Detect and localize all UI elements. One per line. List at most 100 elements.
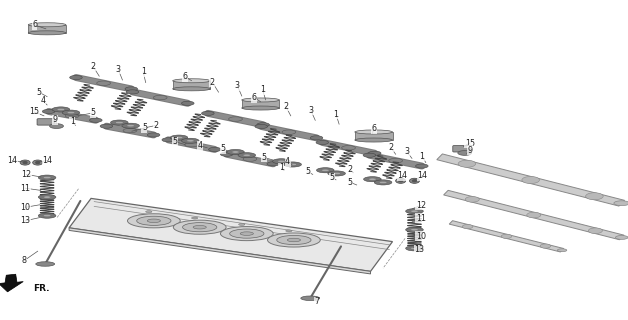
Ellipse shape xyxy=(50,124,63,129)
Text: 2: 2 xyxy=(90,62,95,71)
Text: 9: 9 xyxy=(467,146,472,155)
Ellipse shape xyxy=(43,214,51,217)
Ellipse shape xyxy=(406,227,423,232)
Text: 5: 5 xyxy=(36,88,41,97)
Text: 6: 6 xyxy=(32,20,37,29)
Bar xyxy=(28,25,66,33)
Ellipse shape xyxy=(588,228,602,234)
Ellipse shape xyxy=(243,154,251,156)
Text: 2: 2 xyxy=(388,143,393,152)
Text: 5: 5 xyxy=(172,137,177,146)
Ellipse shape xyxy=(148,133,160,137)
Ellipse shape xyxy=(411,210,418,212)
Ellipse shape xyxy=(257,123,269,127)
Ellipse shape xyxy=(38,213,56,218)
Ellipse shape xyxy=(57,108,65,111)
Ellipse shape xyxy=(267,162,279,166)
Ellipse shape xyxy=(369,178,376,180)
Ellipse shape xyxy=(342,146,355,150)
Text: 3: 3 xyxy=(235,81,240,90)
Ellipse shape xyxy=(28,31,66,35)
Ellipse shape xyxy=(127,214,180,228)
Ellipse shape xyxy=(28,23,66,27)
Text: 6: 6 xyxy=(183,72,188,81)
Text: 3: 3 xyxy=(116,65,121,74)
Ellipse shape xyxy=(322,169,329,172)
Text: 5: 5 xyxy=(90,108,95,117)
Ellipse shape xyxy=(355,138,392,142)
Ellipse shape xyxy=(185,142,198,147)
Ellipse shape xyxy=(62,110,80,115)
Ellipse shape xyxy=(147,219,161,223)
Ellipse shape xyxy=(288,238,301,242)
Ellipse shape xyxy=(122,123,139,128)
Ellipse shape xyxy=(173,79,210,83)
Ellipse shape xyxy=(208,147,221,151)
Ellipse shape xyxy=(355,130,392,134)
Ellipse shape xyxy=(65,114,79,118)
Ellipse shape xyxy=(277,236,311,244)
Text: 3: 3 xyxy=(308,106,313,115)
Ellipse shape xyxy=(369,151,381,155)
Ellipse shape xyxy=(173,220,226,234)
Text: 4: 4 xyxy=(40,96,45,105)
Ellipse shape xyxy=(465,196,479,202)
Text: 2: 2 xyxy=(210,78,215,87)
Ellipse shape xyxy=(38,175,56,180)
Ellipse shape xyxy=(458,150,472,155)
Text: 15: 15 xyxy=(465,139,475,148)
Text: 2: 2 xyxy=(153,121,158,130)
Text: 13: 13 xyxy=(414,245,425,254)
Ellipse shape xyxy=(183,223,217,232)
Ellipse shape xyxy=(615,236,628,239)
Ellipse shape xyxy=(284,162,301,167)
Ellipse shape xyxy=(220,227,273,241)
Ellipse shape xyxy=(36,262,55,266)
Ellipse shape xyxy=(227,149,244,155)
Polygon shape xyxy=(0,274,23,292)
Circle shape xyxy=(396,178,406,183)
Ellipse shape xyxy=(181,138,199,143)
Text: 5: 5 xyxy=(142,124,147,132)
Ellipse shape xyxy=(379,181,387,184)
Polygon shape xyxy=(449,221,564,252)
Ellipse shape xyxy=(317,168,334,173)
Polygon shape xyxy=(443,190,624,240)
Ellipse shape xyxy=(153,95,167,100)
Circle shape xyxy=(33,160,43,165)
Ellipse shape xyxy=(501,234,512,238)
Ellipse shape xyxy=(406,246,423,251)
Ellipse shape xyxy=(614,201,628,206)
Ellipse shape xyxy=(286,230,292,232)
Ellipse shape xyxy=(175,136,183,139)
Ellipse shape xyxy=(111,120,128,125)
Ellipse shape xyxy=(527,212,541,218)
Polygon shape xyxy=(437,154,624,206)
Ellipse shape xyxy=(522,176,539,184)
Text: 1: 1 xyxy=(70,117,75,126)
Ellipse shape xyxy=(406,209,423,214)
Text: 13: 13 xyxy=(20,216,30,225)
Text: 1: 1 xyxy=(279,164,284,172)
Ellipse shape xyxy=(42,109,55,114)
Bar xyxy=(242,100,279,108)
Ellipse shape xyxy=(411,247,418,250)
Ellipse shape xyxy=(240,232,254,236)
Ellipse shape xyxy=(273,159,290,164)
Text: 2: 2 xyxy=(348,165,353,174)
Ellipse shape xyxy=(116,121,123,124)
Ellipse shape xyxy=(187,140,194,142)
Ellipse shape xyxy=(278,160,285,163)
Ellipse shape xyxy=(202,111,214,116)
Text: 7: 7 xyxy=(314,297,319,306)
Text: 5: 5 xyxy=(220,144,225,153)
Ellipse shape xyxy=(374,180,392,185)
Polygon shape xyxy=(69,198,392,271)
Text: 14: 14 xyxy=(417,172,427,180)
Text: 5: 5 xyxy=(261,153,266,162)
Ellipse shape xyxy=(316,140,328,145)
Ellipse shape xyxy=(146,211,152,212)
Ellipse shape xyxy=(363,153,376,157)
Text: 5: 5 xyxy=(305,167,310,176)
Bar xyxy=(355,132,392,140)
